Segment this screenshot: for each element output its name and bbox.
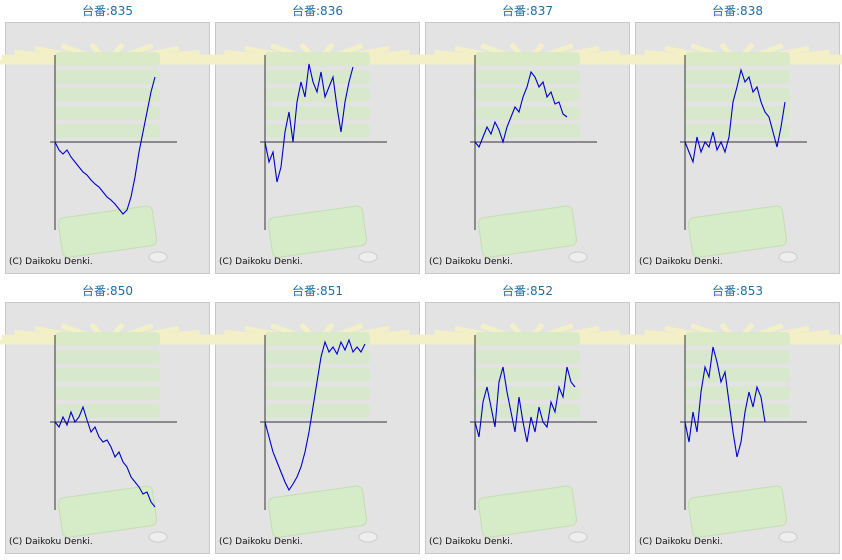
machine-title: 台番:851 — [292, 283, 343, 298]
machine-title: 台番:836 — [292, 3, 343, 18]
bg-tray — [265, 332, 370, 346]
slump-line — [54, 76, 156, 215]
machine-title: 台番:837 — [502, 3, 553, 18]
bg-coin — [148, 531, 168, 543]
slump-line — [474, 70, 568, 149]
bg-coin — [568, 531, 588, 543]
bg-tray — [685, 404, 790, 418]
bg-tray — [265, 124, 370, 138]
bg-plate — [267, 485, 368, 538]
bg-plate — [57, 485, 158, 538]
bg-tray — [55, 404, 160, 418]
slump-line — [264, 63, 354, 183]
copyright: (C) Daikoku Denki. — [9, 257, 93, 267]
bg-tray — [265, 350, 370, 364]
bg-tray — [685, 350, 790, 364]
bg-tray — [685, 386, 790, 400]
bg-tray — [265, 88, 370, 102]
slump-line — [474, 366, 576, 443]
bg-tray — [55, 350, 160, 364]
bg-tray — [685, 88, 790, 102]
graph-panel: (C) Daikoku Denki. — [207, 22, 427, 274]
bg-tray — [685, 124, 790, 138]
bg-tray — [55, 52, 160, 66]
bg-plate — [477, 485, 578, 538]
bg-plate — [477, 205, 578, 258]
slump-line — [684, 67, 786, 165]
machine-title: 台番:838 — [712, 3, 763, 18]
bg-tray — [685, 368, 790, 382]
copyright: (C) Daikoku Denki. — [639, 537, 723, 547]
machine-title: 台番:853 — [712, 283, 763, 298]
bg-tray — [685, 70, 790, 84]
graph-panel: (C) Daikoku Denki. — [0, 22, 217, 274]
copyright: (C) Daikoku Denki. — [429, 257, 513, 267]
bg-tray — [475, 368, 580, 382]
bg-tray — [685, 106, 790, 120]
bg-coin — [568, 251, 588, 263]
graph-panel: (C) Daikoku Denki. — [417, 22, 637, 274]
bg-coin — [358, 531, 378, 543]
bg-tray — [55, 332, 160, 346]
graph-panel: (C) Daikoku Denki. — [627, 302, 842, 554]
bg-tray — [265, 368, 370, 382]
bg-tray — [475, 88, 580, 102]
bg-tray — [475, 70, 580, 84]
copyright: (C) Daikoku Denki. — [429, 537, 513, 547]
bg-tray — [685, 52, 790, 66]
bg-tray — [475, 52, 580, 66]
bg-tray — [475, 106, 580, 120]
graph-panel: (C) Daikoku Denki. — [0, 302, 217, 554]
bg-plate — [267, 205, 368, 258]
bg-tray — [55, 386, 160, 400]
bg-tray — [265, 386, 370, 400]
machine-title: 台番:850 — [82, 283, 133, 298]
bg-tray — [265, 106, 370, 120]
bg-tray — [55, 88, 160, 102]
bg-tray — [55, 124, 160, 138]
graph-panel: (C) Daikoku Denki. — [207, 302, 427, 554]
bg-tray — [55, 368, 160, 382]
bg-tray — [475, 386, 580, 400]
bg-coin — [778, 531, 798, 543]
bg-coin — [148, 251, 168, 263]
bg-tray — [685, 332, 790, 346]
bg-tray — [55, 70, 160, 84]
bg-plate — [57, 205, 158, 258]
bg-tray — [265, 70, 370, 84]
bg-tray — [265, 52, 370, 66]
bg-tray — [475, 124, 580, 138]
copyright: (C) Daikoku Denki. — [219, 537, 303, 547]
graph-panel: (C) Daikoku Denki. — [417, 302, 637, 554]
bg-plate — [687, 205, 788, 258]
slump-line — [54, 405, 156, 508]
bg-plate — [687, 485, 788, 538]
bg-tray — [475, 332, 580, 346]
slump-line — [264, 338, 366, 492]
machine-title: 台番:852 — [502, 283, 553, 298]
bg-tray — [265, 404, 370, 418]
copyright: (C) Daikoku Denki. — [219, 257, 303, 267]
bg-tray — [475, 350, 580, 364]
bg-tray — [55, 106, 160, 120]
bg-coin — [778, 251, 798, 263]
machine-title: 台番:835 — [82, 3, 133, 18]
bg-coin — [358, 251, 378, 263]
slump-line — [684, 346, 766, 458]
graph-panel: (C) Daikoku Denki. — [627, 22, 842, 274]
copyright: (C) Daikoku Denki. — [639, 257, 723, 267]
copyright: (C) Daikoku Denki. — [9, 537, 93, 547]
